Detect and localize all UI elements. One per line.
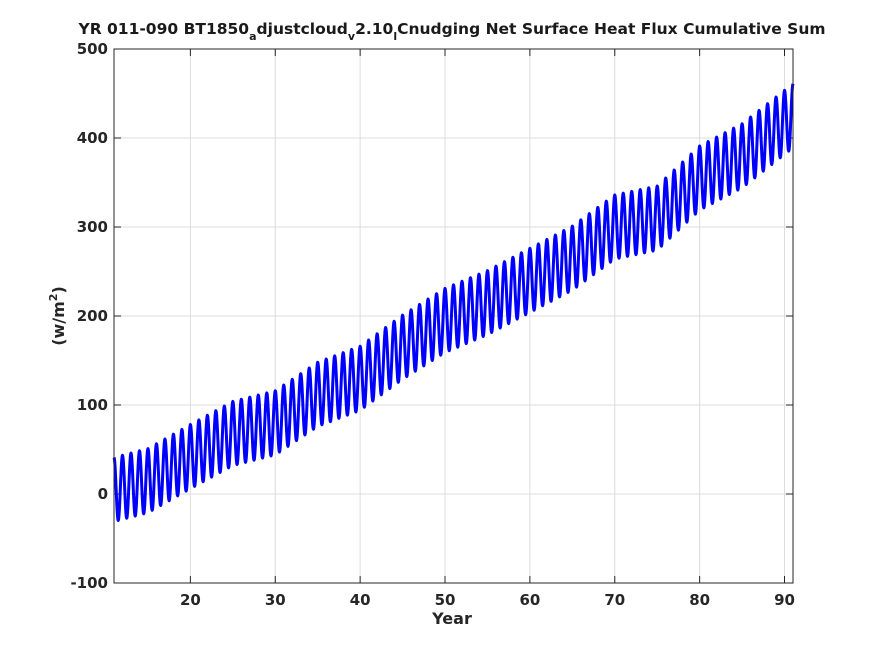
x-tick-label: 70	[604, 591, 625, 609]
x-tick-labels: 20 30 40 50 60 70 80 90	[180, 591, 795, 609]
title-part-2: djustcloud	[257, 20, 348, 38]
x-tick-label: 90	[774, 591, 795, 609]
y-tick-labels: -100 0 100 200 300 400 500	[70, 40, 108, 592]
title-part-1: YR 011-090 BT1850	[77, 20, 249, 38]
y-tick-label: -100	[70, 574, 108, 592]
x-tick-label: 50	[435, 591, 456, 609]
y-tick-label: 300	[77, 218, 108, 236]
y-tick-label: 0	[98, 485, 108, 503]
y-tick-label: 400	[77, 129, 108, 147]
chart-title: YR 011-090 BT1850adjustcloudv2.10lCnudgi…	[77, 20, 825, 43]
y-axis-label-base: (w/m	[49, 301, 68, 346]
x-axis-label: Year	[431, 609, 472, 628]
x-tick-label: 40	[350, 591, 371, 609]
x-tick-label: 80	[689, 591, 710, 609]
y-tick-label: 200	[77, 307, 108, 325]
title-subscript-2: v	[348, 30, 356, 43]
x-tick-label: 60	[519, 591, 540, 609]
title-part-3: 2.10	[355, 20, 393, 38]
title-part-4: Cnudging Net Surface Heat Flux Cumulativ…	[397, 20, 825, 38]
y-axis-label-superscript: 2	[47, 294, 60, 302]
x-tick-label: 30	[265, 591, 286, 609]
series-group	[112, 83, 795, 522]
x-tick-label: 20	[180, 591, 201, 609]
plot-area: 20 30 40 50 60 70 80 90 -100 0 100 200 300 400 500	[70, 40, 794, 609]
y-tick-label: 100	[77, 396, 108, 414]
title-subscript-1: a	[249, 30, 256, 43]
title-subscript-3: l	[393, 30, 397, 43]
y-axis-label: (w/m2)	[47, 286, 68, 346]
axes-frame	[113, 48, 794, 584]
series-line	[112, 83, 795, 522]
y-axis-label-close: )	[49, 286, 68, 293]
y-tick-label: 500	[77, 40, 108, 58]
